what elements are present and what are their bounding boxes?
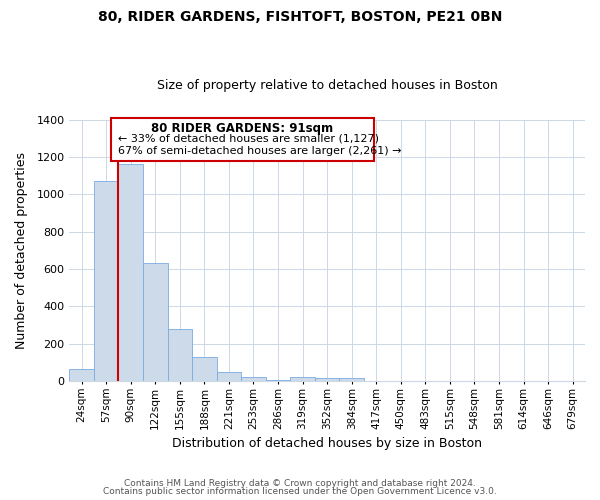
Text: Contains HM Land Registry data © Crown copyright and database right 2024.: Contains HM Land Registry data © Crown c… <box>124 478 476 488</box>
Bar <box>118 164 143 381</box>
FancyBboxPatch shape <box>110 118 374 162</box>
Y-axis label: Number of detached properties: Number of detached properties <box>15 152 28 349</box>
Text: 80, RIDER GARDENS, FISHTOFT, BOSTON, PE21 0BN: 80, RIDER GARDENS, FISHTOFT, BOSTON, PE2… <box>98 10 502 24</box>
Title: Size of property relative to detached houses in Boston: Size of property relative to detached ho… <box>157 79 497 92</box>
Bar <box>217 372 241 381</box>
Bar <box>70 369 94 381</box>
Text: Contains public sector information licensed under the Open Government Licence v3: Contains public sector information licen… <box>103 487 497 496</box>
Bar <box>266 380 290 381</box>
Bar <box>143 264 167 381</box>
Text: 67% of semi-detached houses are larger (2,261) →: 67% of semi-detached houses are larger (… <box>118 146 402 156</box>
Bar <box>192 356 217 381</box>
Text: ← 33% of detached houses are smaller (1,127): ← 33% of detached houses are smaller (1,… <box>118 134 379 144</box>
Bar <box>94 181 118 381</box>
Bar <box>340 378 364 381</box>
Bar <box>241 377 266 381</box>
Bar <box>167 328 192 381</box>
Bar <box>315 378 340 381</box>
Text: 80 RIDER GARDENS: 91sqm: 80 RIDER GARDENS: 91sqm <box>151 122 333 135</box>
X-axis label: Distribution of detached houses by size in Boston: Distribution of detached houses by size … <box>172 437 482 450</box>
Bar <box>290 377 315 381</box>
